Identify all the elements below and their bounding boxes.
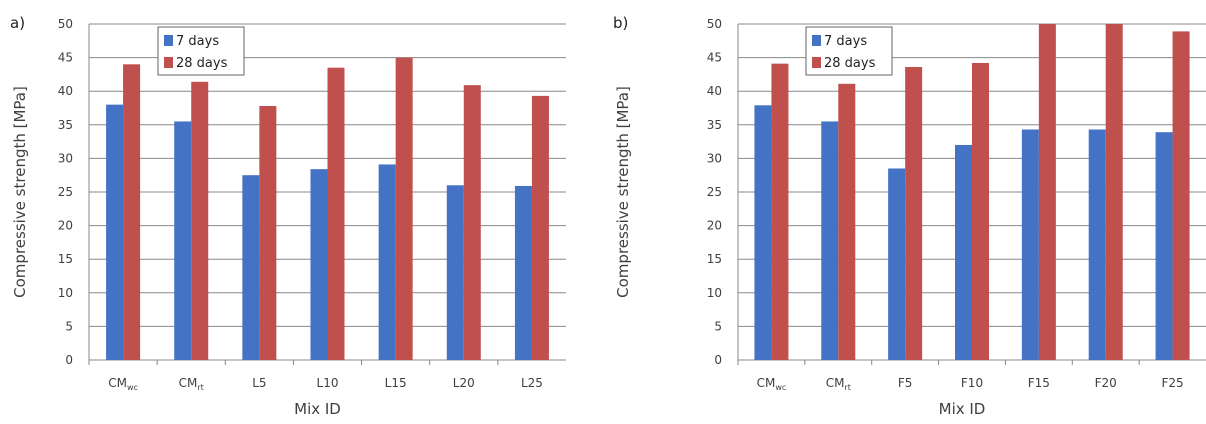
bar-28-days	[1105, 24, 1123, 360]
y-tick-label: 5	[714, 319, 722, 333]
legend-swatch	[164, 57, 173, 68]
legend: 7 days 28 days	[805, 26, 893, 76]
legend: 7 days 28 days	[157, 26, 245, 76]
legend-swatch	[164, 35, 173, 46]
panel-label: a)	[10, 14, 25, 32]
bar-28-days	[463, 85, 481, 360]
bar-28-days	[327, 67, 345, 361]
bar-28-days	[259, 105, 277, 360]
y-tick-label: 50	[58, 17, 73, 31]
x-tick-label: L10	[317, 376, 339, 390]
bar-7-days	[174, 121, 192, 360]
x-tick-label: CMwc	[757, 376, 787, 392]
legend-swatch	[812, 35, 821, 46]
bar-7-days	[754, 105, 772, 360]
bar-28-days	[1172, 31, 1190, 361]
bar-28-days	[191, 81, 209, 361]
legend-label: 28 days	[176, 56, 228, 71]
y-tick-label: 15	[707, 252, 722, 266]
legend-label: 7 days	[176, 34, 219, 49]
y-tick-label: 25	[707, 185, 722, 199]
bar-7-days	[1155, 132, 1173, 360]
y-axis-label: Compressive strength [MPa]	[11, 86, 29, 298]
x-tick-label: F5	[898, 376, 913, 390]
x-tick-label: L20	[453, 376, 475, 390]
y-tick-label: 35	[707, 118, 722, 132]
y-tick-label: 5	[65, 319, 73, 333]
x-tick-label: L25	[521, 376, 543, 390]
panel-label: b)	[613, 14, 628, 32]
bar-7-days	[955, 144, 972, 360]
bar-28-days	[395, 57, 413, 360]
y-tick-label: 30	[707, 151, 722, 165]
y-axis-label: Compressive strength [MPa]	[614, 86, 632, 298]
bar-7-days	[446, 185, 464, 360]
x-tick-label: CMrt	[179, 376, 204, 392]
y-tick-label: 0	[714, 353, 722, 367]
bar-28-days	[1038, 24, 1056, 360]
bar-28-days	[838, 83, 856, 361]
y-tick-label: 25	[58, 185, 73, 199]
y-tick-label: 40	[58, 84, 73, 98]
y-tick-label: 20	[707, 219, 722, 233]
x-tick-label: F20	[1095, 376, 1117, 390]
y-tick-label: 40	[707, 84, 722, 98]
bar-28-days	[531, 95, 549, 361]
legend-label: 7 days	[824, 34, 867, 49]
bar-7-days	[514, 185, 532, 360]
y-tick-label: 10	[707, 286, 722, 300]
chart-panel-a: a) 0 5 10 15 20 25 30 35 40 45 50 CMwc CMrt L5 L10 L15 L2…	[10, 14, 566, 418]
y-tick-label: 50	[707, 17, 722, 31]
y-tick-label: 10	[58, 286, 73, 300]
bar-7-days	[821, 121, 839, 360]
bar-7-days	[242, 175, 260, 360]
legend-swatch	[812, 57, 821, 68]
bar-28-days	[123, 64, 141, 360]
y-tick-label: 45	[58, 51, 73, 65]
bar-28-days	[905, 67, 923, 361]
x-tick-label: F10	[961, 376, 983, 390]
bar-7-days	[310, 169, 328, 360]
bar-7-days	[1088, 129, 1106, 360]
y-tick-label: 35	[58, 118, 73, 132]
x-tick-label: L15	[385, 376, 407, 390]
y-tick-label: 30	[58, 151, 73, 165]
legend-label: 28 days	[824, 56, 876, 71]
bar-7-days	[106, 104, 124, 360]
bar-7-days	[1021, 129, 1039, 360]
y-tick-label: 15	[58, 252, 73, 266]
x-tick-label: CMwc	[108, 376, 138, 392]
x-tick-label: CMrt	[826, 376, 851, 392]
bar-7-days	[378, 164, 396, 360]
chart-panel-b: b) 0 5 10 15 20 25 30 35 40 45 50 CMwc CMrt F5 F10 F15 F2…	[613, 14, 1206, 418]
x-tick-label: F15	[1028, 376, 1050, 390]
x-axis-label: Mix ID	[294, 400, 341, 418]
bar-28-days	[771, 63, 789, 360]
y-tick-label: 20	[58, 219, 73, 233]
x-tick-label: L5	[252, 376, 266, 390]
bar-28-days	[972, 62, 989, 360]
x-axis-label: Mix ID	[939, 400, 986, 418]
y-tick-label: 0	[65, 353, 73, 367]
x-tick-label: F25	[1161, 376, 1183, 390]
y-tick-label: 45	[707, 51, 722, 65]
bar-7-days	[888, 168, 906, 360]
